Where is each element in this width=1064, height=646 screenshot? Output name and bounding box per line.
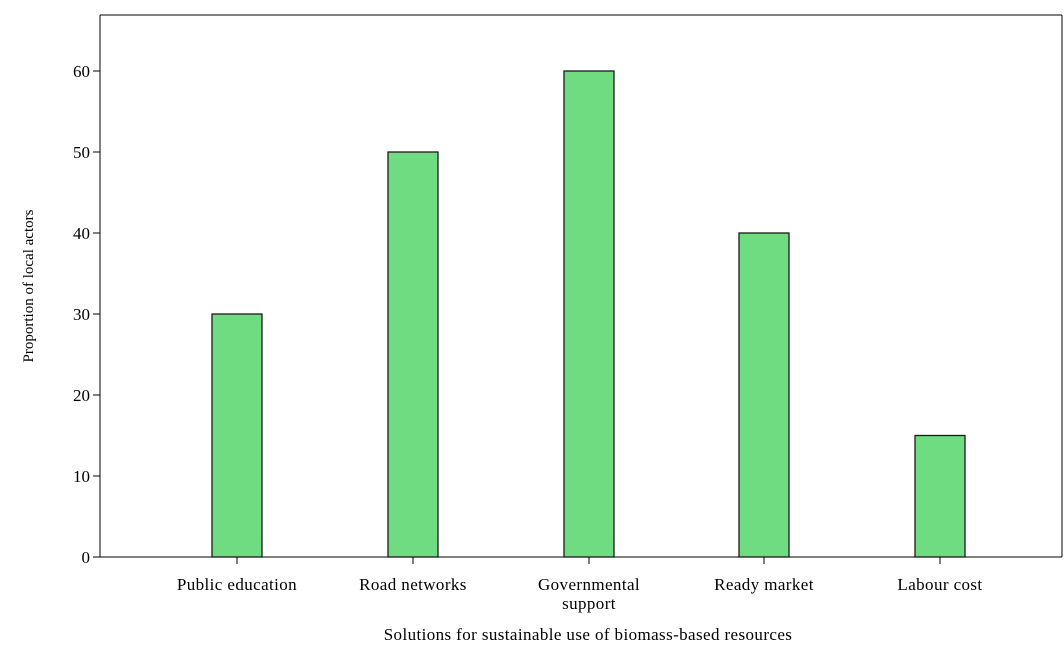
bar — [738, 232, 790, 558]
y-tick-label: 10 — [73, 467, 90, 486]
x-tick-label: Ready market — [714, 575, 814, 594]
y-axis-title: Proportion of local actors — [21, 209, 37, 362]
y-tick-label: 20 — [73, 386, 90, 405]
x-axis-title: Solutions for sustainable use of biomass… — [384, 625, 793, 644]
y-tick-label: 0 — [82, 548, 91, 567]
y-tick-label: 50 — [73, 143, 90, 162]
y-axis-ticks: 0 10 20 30 40 50 60 — [73, 62, 100, 567]
y-tick-label: 40 — [73, 224, 90, 243]
y-tick-label: 60 — [73, 62, 90, 81]
y-tick-label: 30 — [73, 305, 90, 324]
x-axis-ticks: Public education Road networks Governmenta… — [177, 557, 982, 613]
bars — [211, 70, 966, 558]
x-tick-label: Road networks — [359, 575, 467, 594]
x-tick-label: Labour cost — [897, 575, 982, 594]
x-tick-label: Governmental support — [538, 575, 640, 613]
bar — [211, 313, 263, 558]
bar — [387, 151, 439, 558]
x-tick-label: Public education — [177, 575, 297, 594]
bar — [914, 434, 966, 558]
bar — [563, 70, 615, 558]
